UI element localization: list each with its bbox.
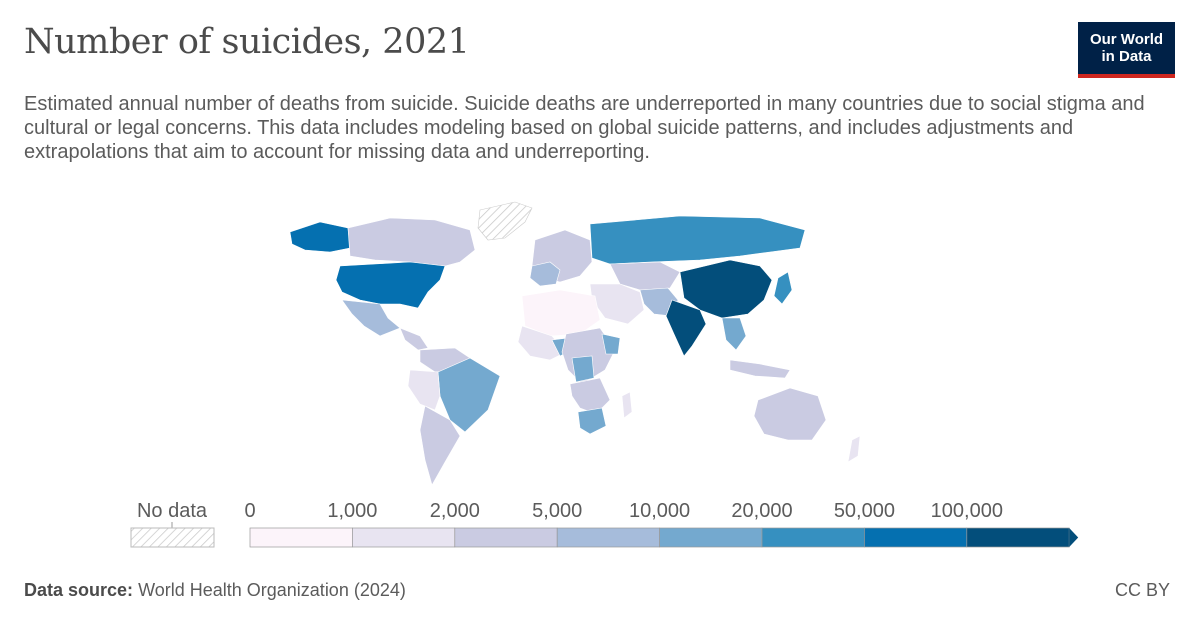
country-drc[interactable] <box>571 355 595 383</box>
country-australia[interactable] <box>753 387 827 441</box>
license[interactable]: CC BY <box>1114 580 1170 600</box>
logo-line2: in Data <box>1101 48 1152 65</box>
chart-subtitle: Estimated annual number of deaths from s… <box>24 93 1145 163</box>
legend-no-data-swatch <box>130 527 215 548</box>
legend-no-data-label: No data <box>137 500 208 522</box>
country-japan[interactable] <box>773 271 793 305</box>
country-madagascar[interactable] <box>621 391 633 419</box>
legend-bin-7[interactable] <box>966 527 1070 548</box>
country-southeast-asia[interactable] <box>721 317 747 351</box>
legend-tick-3: 5,000 <box>532 500 582 522</box>
logo-line1: Our World <box>1089 31 1164 48</box>
chart-title: Number of suicides, 2021 <box>24 22 470 62</box>
legend-tick-4: 10,000 <box>629 500 690 522</box>
legend-tick-1: 1,000 <box>327 500 377 522</box>
country-western-europe[interactable] <box>529 261 561 287</box>
country-argentina[interactable] <box>419 405 461 486</box>
legend-arrow <box>1069 528 1079 547</box>
legend-bin-1[interactable] <box>352 527 456 548</box>
country-south-africa[interactable] <box>577 407 607 435</box>
country-china[interactable] <box>679 259 773 319</box>
legend-tick-0: 0 <box>244 500 255 522</box>
data-source: Data source: World Health Organization (… <box>24 580 406 601</box>
legend-bin-2[interactable] <box>454 527 558 548</box>
country-north-africa[interactable] <box>521 289 601 337</box>
country-brazil[interactable] <box>437 357 501 433</box>
legend-tick-5: 20,000 <box>731 500 792 522</box>
country-ethiopia[interactable] <box>601 333 621 355</box>
legend-bin-6[interactable] <box>864 527 968 548</box>
legend-bin-4[interactable] <box>659 527 763 548</box>
world-map[interactable] <box>260 200 900 490</box>
legend-tick-2: 2,000 <box>430 500 480 522</box>
legend-bin-0[interactable] <box>249 527 353 548</box>
country-mexico[interactable] <box>341 299 401 337</box>
owid-logo[interactable]: Our World in Data <box>1078 22 1175 78</box>
country-west-africa[interactable] <box>517 325 567 361</box>
legend-tick-7: 100,000 <box>931 500 1003 522</box>
country-greenland[interactable] <box>477 201 533 241</box>
country-new-zealand[interactable] <box>847 435 861 463</box>
country-india[interactable] <box>665 299 707 357</box>
country-canada[interactable] <box>347 217 476 267</box>
country-central-america[interactable] <box>399 327 429 351</box>
source-value: World Health Organization (2024) <box>138 580 406 600</box>
legend-tick-6: 50,000 <box>834 500 895 522</box>
legend-bin-3[interactable] <box>556 527 660 548</box>
country-russia[interactable] <box>589 215 806 265</box>
country-indonesia[interactable] <box>729 359 791 379</box>
legend-bin-5[interactable] <box>761 527 865 548</box>
source-label: Data source: <box>24 580 134 600</box>
country-alaska[interactable] <box>289 221 351 253</box>
country-usa[interactable] <box>335 261 446 309</box>
country-southern-africa[interactable] <box>569 377 611 415</box>
country-peru-bolivia[interactable] <box>407 369 441 411</box>
